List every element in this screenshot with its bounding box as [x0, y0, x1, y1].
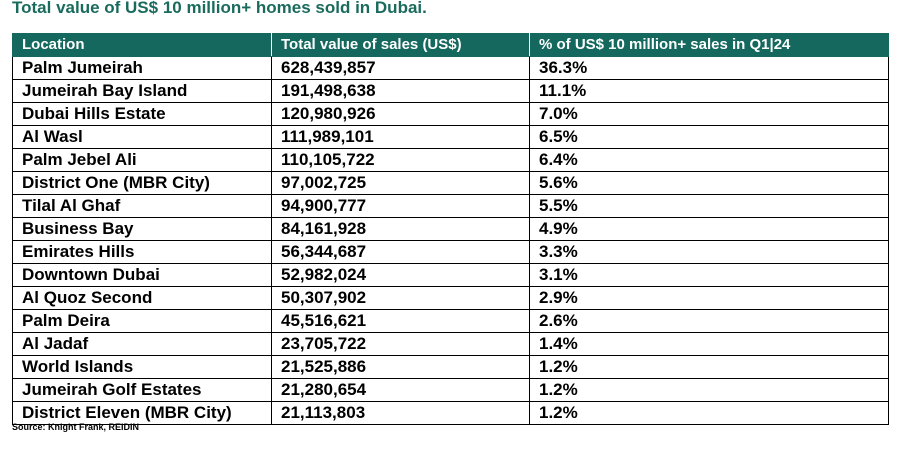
- percent-cell: 3.3%: [529, 240, 889, 264]
- location-cell: Dubai Hills Estate: [12, 102, 272, 126]
- location-cell: Tilal Al Ghaf: [12, 194, 272, 218]
- table-row: Dubai Hills Estate 120,980,926 7.0%: [12, 102, 889, 126]
- total-value-cell: 97,002,725: [271, 171, 530, 195]
- percent-cell: 7.0%: [529, 102, 889, 126]
- location-cell: Emirates Hills: [12, 240, 272, 264]
- total-value-cell: 23,705,722: [271, 332, 530, 356]
- total-value-cell: 84,161,928: [271, 217, 530, 241]
- percent-cell: 6.4%: [529, 148, 889, 172]
- percent-cell: 6.5%: [529, 125, 889, 149]
- location-cell: Downtown Dubai: [12, 263, 272, 287]
- table-row: Al Wasl 111,989,101 6.5%: [12, 125, 889, 149]
- table-row: District Eleven (MBR City) 21,113,803 1.2%: [12, 401, 889, 425]
- total-value-cell: 110,105,722: [271, 148, 530, 172]
- percent-cell: 5.6%: [529, 171, 889, 195]
- percent-cell: 1.4%: [529, 332, 889, 356]
- percent-cell: 5.5%: [529, 194, 889, 218]
- total-value-cell: 56,344,687: [271, 240, 530, 264]
- table-row: Palm Jumeirah 628,439,857 36.3%: [12, 56, 889, 80]
- source-note: Source: Knight Frank, REIDIN: [12, 422, 140, 432]
- table-row: Jumeirah Golf Estates 21,280,654 1.2%: [12, 378, 889, 402]
- percent-cell: 2.9%: [529, 286, 889, 310]
- location-cell: Palm Jumeirah: [12, 56, 272, 80]
- table-row: World Islands 21,525,886 1.2%: [12, 355, 889, 379]
- column-header-percent: % of US$ 10 million+ sales in Q1|24: [529, 33, 889, 57]
- location-cell: World Islands: [12, 355, 272, 379]
- location-cell: Business Bay: [12, 217, 272, 241]
- location-cell: Palm Jebel Ali: [12, 148, 272, 172]
- table-row: Al Quoz Second 50,307,902 2.9%: [12, 286, 889, 310]
- table-row: Al Jadaf 23,705,722 1.4%: [12, 332, 889, 356]
- table-row: Palm Deira 45,516,621 2.6%: [12, 309, 889, 333]
- location-cell: Al Quoz Second: [12, 286, 272, 310]
- location-cell: District Eleven (MBR City): [12, 401, 272, 425]
- total-value-cell: 111,989,101: [271, 125, 530, 149]
- total-value-cell: 50,307,902: [271, 286, 530, 310]
- percent-cell: 4.9%: [529, 217, 889, 241]
- table-body: Palm Jumeirah 628,439,857 36.3% Jumeirah Ba…: [12, 56, 889, 425]
- total-value-cell: 21,113,803: [271, 401, 530, 425]
- location-cell: Al Wasl: [12, 125, 272, 149]
- location-cell: Palm Deira: [12, 309, 272, 333]
- percent-cell: 1.2%: [529, 378, 889, 402]
- total-value-cell: 52,982,024: [271, 263, 530, 287]
- total-value-cell: 45,516,621: [271, 309, 530, 333]
- total-value-cell: 191,498,638: [271, 79, 530, 103]
- total-value-cell: 94,900,777: [271, 194, 530, 218]
- column-header-total-value: Total value of sales (US$): [271, 33, 530, 57]
- location-cell: Jumeirah Bay Island: [12, 79, 272, 103]
- total-value-cell: 21,280,654: [271, 378, 530, 402]
- total-value-cell: 120,980,926: [271, 102, 530, 126]
- table-row: Palm Jebel Ali 110,105,722 6.4%: [12, 148, 889, 172]
- percent-cell: 3.1%: [529, 263, 889, 287]
- table-row: Jumeirah Bay Island 191,498,638 11.1%: [12, 79, 889, 103]
- table-row: Downtown Dubai 52,982,024 3.1%: [12, 263, 889, 287]
- table-row: Tilal Al Ghaf 94,900,777 5.5%: [12, 194, 889, 218]
- table-row: Business Bay 84,161,928 4.9%: [12, 217, 889, 241]
- location-cell: District One (MBR City): [12, 171, 272, 195]
- percent-cell: 1.2%: [529, 401, 889, 425]
- table-row: District One (MBR City) 97,002,725 5.6%: [12, 171, 889, 195]
- table-row: Emirates Hills 56,344,687 3.3%: [12, 240, 889, 264]
- location-cell: Jumeirah Golf Estates: [12, 378, 272, 402]
- page-title: Total value of US$ 10 million+ homes sol…: [12, 0, 427, 17]
- percent-cell: 36.3%: [529, 56, 889, 80]
- percent-cell: 2.6%: [529, 309, 889, 333]
- percent-cell: 11.1%: [529, 79, 889, 103]
- location-cell: Al Jadaf: [12, 332, 272, 356]
- column-header-location: Location: [12, 33, 272, 57]
- total-value-cell: 21,525,886: [271, 355, 530, 379]
- sales-table: Location Total value of sales (US$) % of…: [12, 33, 889, 425]
- table-header-row: Location Total value of sales (US$) % of…: [12, 33, 889, 57]
- total-value-cell: 628,439,857: [271, 56, 530, 80]
- percent-cell: 1.2%: [529, 355, 889, 379]
